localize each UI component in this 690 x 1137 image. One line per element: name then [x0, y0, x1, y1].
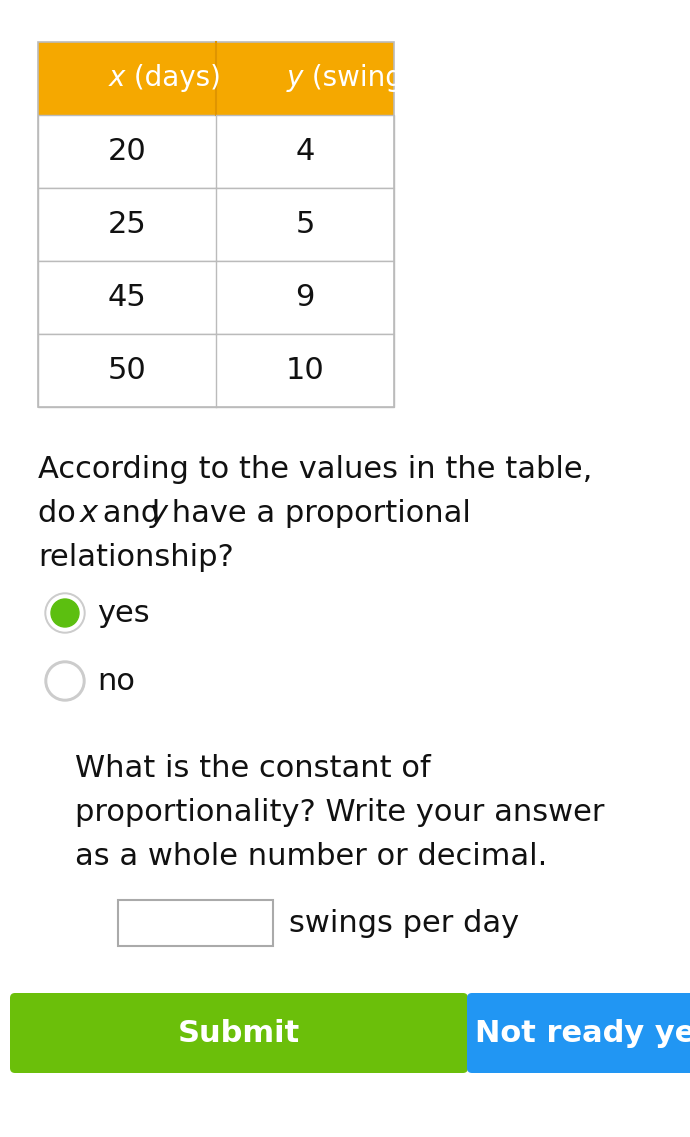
- Text: What is the constant of: What is the constant of: [75, 754, 431, 783]
- FancyBboxPatch shape: [38, 115, 394, 188]
- Circle shape: [51, 599, 79, 626]
- Circle shape: [45, 661, 85, 702]
- Text: 25: 25: [108, 210, 146, 239]
- Text: According to the values in the table,: According to the values in the table,: [38, 455, 593, 484]
- Text: x: x: [80, 499, 98, 528]
- Circle shape: [48, 664, 82, 698]
- FancyBboxPatch shape: [10, 993, 468, 1073]
- Text: yes: yes: [97, 598, 150, 628]
- Text: Submit: Submit: [178, 1019, 300, 1047]
- Text: y: y: [150, 499, 168, 528]
- Text: x: x: [108, 65, 125, 92]
- Text: proportionality? Write your answer: proportionality? Write your answer: [75, 798, 604, 827]
- FancyBboxPatch shape: [38, 334, 394, 407]
- Circle shape: [45, 594, 85, 633]
- Text: do: do: [38, 499, 86, 528]
- Text: 10: 10: [286, 356, 324, 385]
- Text: y: y: [286, 65, 303, 92]
- FancyBboxPatch shape: [38, 42, 394, 115]
- Text: 4: 4: [295, 136, 315, 166]
- FancyBboxPatch shape: [118, 901, 273, 946]
- Text: relationship?: relationship?: [38, 543, 234, 572]
- Text: 45: 45: [108, 283, 146, 312]
- Text: (days): (days): [125, 65, 221, 92]
- Text: as a whole number or decimal.: as a whole number or decimal.: [75, 843, 547, 871]
- FancyBboxPatch shape: [38, 188, 394, 262]
- Text: 20: 20: [108, 136, 146, 166]
- Text: 5: 5: [295, 210, 315, 239]
- FancyBboxPatch shape: [38, 262, 394, 334]
- Text: 9: 9: [295, 283, 315, 312]
- Text: and: and: [93, 499, 170, 528]
- FancyBboxPatch shape: [467, 993, 690, 1073]
- Text: Not ready yet: Not ready yet: [475, 1019, 690, 1047]
- Circle shape: [47, 595, 83, 631]
- Text: have a proportional: have a proportional: [162, 499, 471, 528]
- Text: no: no: [97, 666, 135, 696]
- Text: (swings): (swings): [303, 65, 428, 92]
- Text: swings per day: swings per day: [289, 908, 519, 938]
- Text: 50: 50: [108, 356, 146, 385]
